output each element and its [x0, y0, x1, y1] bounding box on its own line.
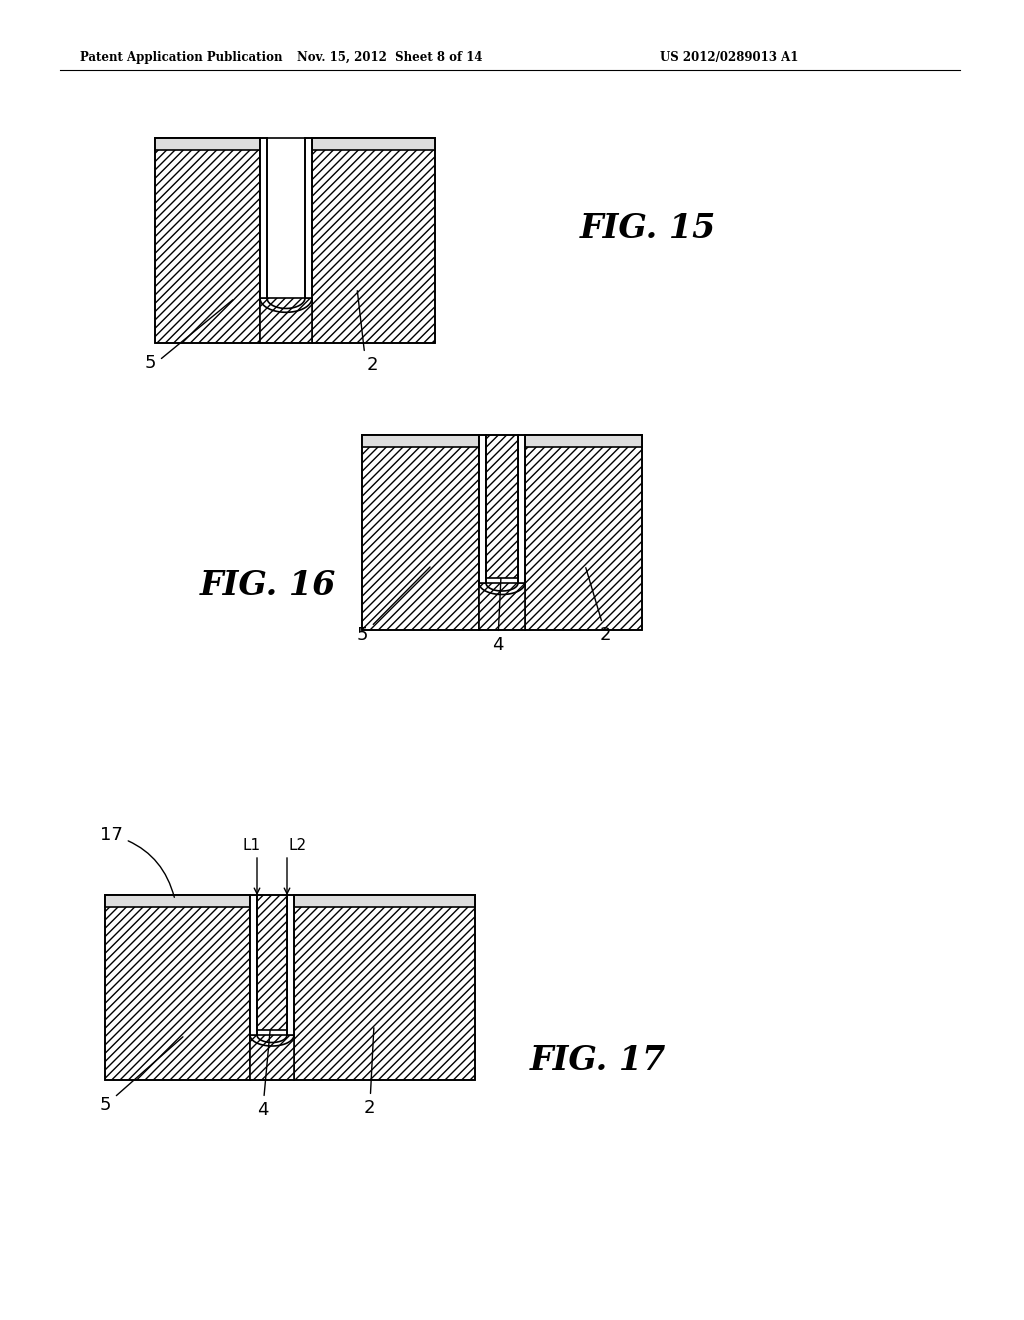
Bar [287, 895, 294, 1035]
Bar [525, 436, 642, 630]
Text: 5: 5 [100, 1036, 183, 1114]
Bar [362, 436, 642, 630]
Text: US 2012/0289013 A1: US 2012/0289013 A1 [660, 50, 799, 63]
Text: 5: 5 [145, 300, 232, 372]
Text: 2: 2 [364, 1028, 376, 1117]
Bar [260, 298, 312, 343]
Text: Patent Application Publication: Patent Application Publication [80, 50, 283, 63]
Text: FIG. 16: FIG. 16 [200, 569, 336, 602]
Bar [250, 1035, 294, 1080]
Bar [155, 139, 435, 343]
Text: L1: L1 [243, 838, 261, 853]
Text: 5: 5 [357, 568, 430, 644]
Bar [518, 436, 525, 583]
Text: Nov. 15, 2012  Sheet 8 of 14: Nov. 15, 2012 Sheet 8 of 14 [297, 50, 482, 63]
Text: 2: 2 [357, 290, 379, 374]
Bar [250, 895, 257, 1035]
Bar [105, 895, 250, 907]
Bar [105, 895, 475, 1080]
Text: 4: 4 [257, 1012, 271, 1119]
Bar [525, 436, 642, 447]
Bar [362, 436, 479, 630]
Bar [294, 895, 475, 1080]
Bar [479, 436, 486, 583]
Bar [312, 139, 435, 150]
Bar [305, 139, 312, 298]
Bar [105, 895, 250, 1080]
Bar [362, 436, 479, 447]
Text: FIG. 15: FIG. 15 [580, 213, 717, 246]
Bar [486, 436, 518, 578]
Text: FIG. 17: FIG. 17 [530, 1044, 667, 1077]
Text: L2: L2 [289, 838, 307, 853]
Text: 2: 2 [586, 568, 611, 644]
Bar [294, 895, 475, 907]
Text: 17: 17 [100, 826, 174, 898]
Bar [257, 895, 287, 1030]
Bar [479, 583, 525, 630]
Bar [260, 139, 267, 298]
Text: 4: 4 [492, 558, 504, 653]
Bar [312, 139, 435, 343]
Bar [155, 139, 260, 150]
Bar [155, 139, 260, 343]
